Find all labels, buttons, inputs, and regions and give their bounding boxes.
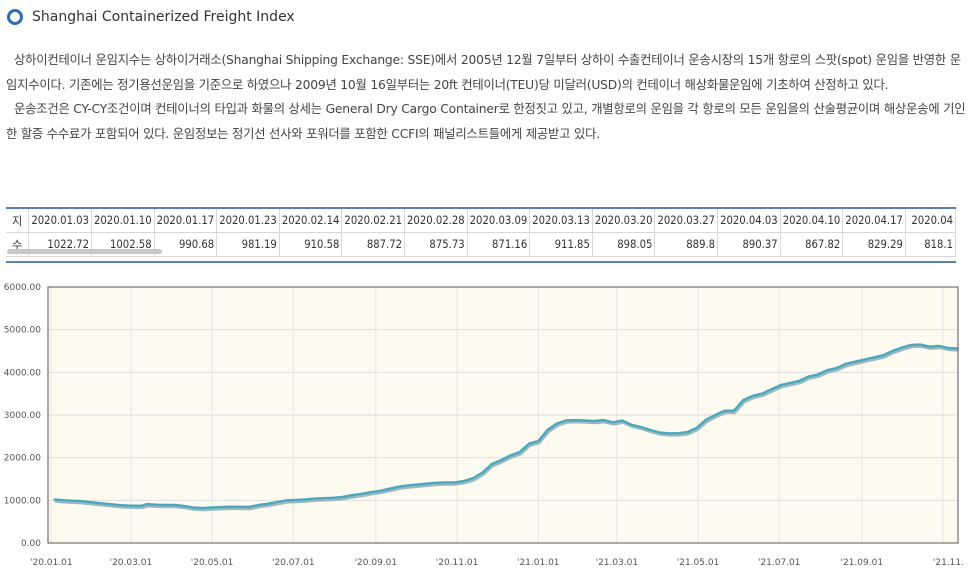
plot-border	[47, 286, 959, 544]
table-value-cell: 889.8	[654, 232, 719, 257]
x-tick-label: '21.09.01	[841, 558, 884, 568]
x-tick-label: '20.11.01	[436, 558, 479, 568]
x-tick-label: '21.05.01	[677, 558, 720, 568]
table-date-cell: 2020.04.17	[842, 209, 906, 233]
table-value-cell: 981.19	[216, 232, 280, 257]
x-tick-label: '21.01.01	[517, 558, 560, 568]
freight-index-chart: 0.00 1000.00 2000.00 3000.00 4000.00 5000.00 6…	[4, 283, 964, 568]
title-row: Shanghai Containerized Freight Index	[7, 7, 295, 27]
x-tick-label: '21.03.01	[596, 558, 639, 568]
table-value-cell: 890.37	[717, 232, 781, 257]
y-tick-label: 4000.00	[4, 368, 41, 378]
index-table[interactable]: 지 2020.01.03 2020.01.10 2020.01.17 2020.01.…	[6, 207, 956, 263]
description-paragraph-2: 운송조건은 CY-CY조건이며 컨테이너의 타입과 화물의 상세는 Genera…	[6, 102, 966, 141]
y-tick-label: 3000.00	[4, 411, 41, 421]
table-value-cell: 887.72	[341, 232, 406, 257]
page-title: Shanghai Containerized Freight Index	[32, 9, 295, 25]
horizontal-scrollbar[interactable]	[7, 249, 162, 254]
x-tick-label: '20.01.01	[30, 558, 73, 568]
table-value-cell: 911.85	[529, 232, 593, 257]
table-date-cell: 2020.02.28	[404, 209, 468, 233]
y-tick-label: 5000.00	[4, 326, 41, 336]
x-tick-label: '21.07.01	[758, 558, 801, 568]
table-value-cell: 867.82	[780, 232, 844, 257]
description: 상하이컨테이너 운임지수는 상하이거래소(Shanghai Shipping E…	[6, 48, 966, 146]
y-tick-label: 1000.00	[4, 496, 41, 506]
table-date-cell: 2020.03.20	[592, 209, 656, 233]
circle-bullet-icon	[7, 9, 23, 25]
table-value-cell: 898.05	[592, 232, 656, 257]
table-value-cell: 818.1	[905, 232, 956, 257]
x-tick-label: '20.03.01	[110, 558, 153, 568]
x-tick-label: '21.11.	[933, 558, 964, 568]
table-value-cell: 910.58	[279, 232, 343, 257]
table-date-cell: 2020.02.14	[279, 209, 343, 233]
table-date-cell: 2020.01.10	[91, 209, 155, 233]
table-date-cell: 2020.04	[905, 209, 956, 233]
row-header-label: 지	[6, 209, 30, 233]
description-paragraph-1: 상하이컨테이너 운임지수는 상하이거래소(Shanghai Shipping E…	[6, 53, 961, 92]
table-date-cell: 2020.03.13	[529, 209, 593, 233]
x-tick-label: '20.09.01	[355, 558, 398, 568]
table-value-cell: 990.68	[154, 232, 218, 257]
series-line	[53, 343, 958, 510]
y-tick-label: 2000.00	[4, 454, 41, 464]
x-tick-label: '20.07.01	[272, 558, 315, 568]
table-date-cell: 2020.02.21	[341, 209, 406, 233]
table-date-cell: 2020.03.09	[467, 209, 531, 233]
series-line-shadow	[54, 345, 959, 512]
table-value-cell: 829.29	[842, 232, 906, 257]
x-tick-label: '20.05.01	[191, 558, 234, 568]
table-date-cell: 2020.01.23	[216, 209, 280, 233]
table-date-cell: 2020.04.03	[717, 209, 781, 233]
table-value-cell: 875.73	[404, 232, 468, 257]
table-date-cell: 2020.03.27	[654, 209, 719, 233]
table-date-cell: 2020.01.03	[28, 209, 92, 233]
table-value-cell: 871.16	[467, 232, 531, 257]
y-tick-label: 0.00	[21, 539, 41, 549]
table-date-cell: 2020.04.10	[780, 209, 844, 233]
y-tick-label: 6000.00	[4, 283, 41, 293]
table-date-cell: 2020.01.17	[154, 209, 218, 233]
